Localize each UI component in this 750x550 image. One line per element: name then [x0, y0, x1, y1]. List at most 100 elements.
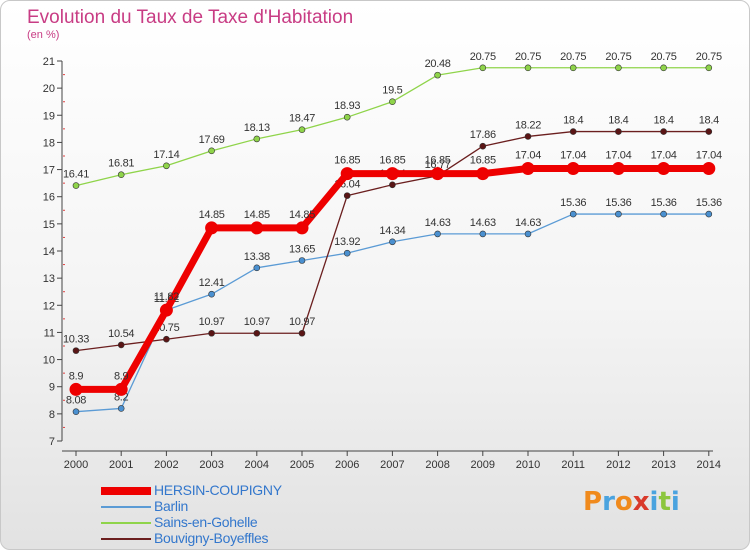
data-point-bouvigny-boyeffles [660, 128, 667, 135]
data-label-hersin-coupigny: 17.04 [515, 149, 541, 161]
data-label-hersin-coupigny: 14.85 [244, 209, 270, 221]
data-point-barlin [479, 230, 487, 238]
y-tick-label: 10 [43, 355, 55, 367]
data-label-sains-en-gohelle: 17.14 [153, 149, 179, 161]
chart-subtitle: (en %) [27, 29, 60, 41]
data-label-barlin: 13.92 [334, 236, 360, 248]
data-label-sains-en-gohelle: 18.93 [334, 100, 360, 112]
data-point-bouvigny-boyeffles [389, 181, 396, 189]
data-label-barlin: 14.63 [425, 217, 451, 229]
chart-title: Evolution du Taux de Taxe d'Habitation [27, 7, 354, 28]
data-point-sains-en-gohelle [298, 126, 306, 133]
data-label-sains-en-gohelle: 20.48 [425, 58, 451, 70]
x-tick-label: 2009 [471, 459, 495, 471]
legend-label-bouvigny-boyeffles: Bouvigny-Boyeffles [154, 530, 269, 546]
data-point-sains-en-gohelle [569, 64, 577, 72]
data-label-barlin: 15.36 [696, 197, 722, 209]
x-tick-label: 2012 [606, 459, 630, 471]
legend-label-sains-en-gohelle: Sains-en-Gohelle [154, 514, 258, 530]
logo-letter: x [632, 487, 650, 517]
data-point-hersin-coupigny [521, 161, 535, 175]
data-point-sains-en-gohelle [208, 147, 215, 155]
data-point-bouvigny-boyeffles [72, 347, 80, 354]
data-label-hersin-coupigny: 8.9 [114, 370, 129, 382]
data-label-hersin-coupigny: 16.85 [470, 155, 496, 167]
data-point-bouvigny-boyeffles [208, 329, 215, 337]
y-tick-label: 17 [43, 165, 55, 177]
data-point-hersin-coupigny [69, 382, 83, 396]
data-label-bouvigny-boyeffles: 10.97 [289, 316, 315, 328]
data-point-sains-en-gohelle [343, 113, 351, 121]
data-point-hersin-coupigny [250, 221, 264, 235]
data-point-bouvigny-boyeffles [253, 329, 261, 337]
data-label-hersin-coupigny: 16.85 [425, 155, 451, 167]
data-label-hersin-coupigny: 14.85 [199, 209, 225, 221]
x-tick-label: 2002 [154, 459, 178, 471]
data-label-barlin: 13.38 [244, 251, 270, 263]
data-point-barlin [253, 264, 261, 272]
data-label-hersin-coupigny: 17.04 [560, 149, 586, 161]
data-point-hersin-coupigny [340, 167, 354, 181]
data-point-hersin-coupigny [385, 167, 399, 181]
logo-letter: P [583, 487, 603, 517]
data-label-sains-en-gohelle: 20.75 [515, 51, 541, 63]
x-tick-label: 2013 [651, 459, 675, 471]
y-tick-label: 19 [43, 110, 55, 122]
data-label-bouvigny-boyeffles: 17.86 [470, 129, 496, 141]
data-point-sains-en-gohelle [479, 64, 487, 72]
data-label-bouvigny-boyeffles: 18.4 [699, 115, 719, 127]
data-label-bouvigny-boyeffles: 10.97 [244, 316, 270, 328]
data-label-hersin-coupigny: 16.85 [334, 155, 360, 167]
data-label-sains-en-gohelle: 20.75 [605, 51, 631, 63]
data-label-sains-en-gohelle: 20.75 [651, 51, 677, 63]
logo-letter: o [614, 487, 633, 517]
y-tick-label: 11 [44, 327, 55, 339]
data-point-sains-en-gohelle [389, 98, 396, 106]
data-point-hersin-coupigny [476, 167, 490, 181]
data-label-hersin-coupigny: 17.04 [651, 149, 677, 161]
data-point-hersin-coupigny [114, 382, 128, 396]
data-point-bouvigny-boyeffles [343, 192, 351, 199]
y-tick-label: 9 [49, 382, 55, 394]
data-point-sains-en-gohelle [72, 182, 80, 189]
data-point-barlin [434, 230, 441, 238]
data-label-hersin-coupigny: 17.04 [605, 149, 631, 161]
x-tick-label: 2006 [335, 459, 359, 471]
y-tick-label: 12 [43, 300, 55, 312]
data-point-barlin [524, 230, 532, 238]
data-point-barlin [705, 210, 713, 218]
data-point-barlin [208, 290, 215, 298]
data-label-barlin: 12.41 [199, 277, 225, 289]
y-tick-label: 20 [43, 83, 55, 95]
x-tick-label: 2005 [290, 459, 314, 471]
data-point-sains-en-gohelle [434, 71, 441, 79]
data-label-bouvigny-boyeffles: 18.4 [563, 115, 583, 127]
data-label-bouvigny-boyeffles: 16.77 [425, 159, 451, 171]
legend-swatch-hersin-coupigny [101, 487, 151, 495]
data-label-sains-en-gohelle: 16.81 [108, 158, 134, 170]
data-label-hersin-coupigny: 8.9 [69, 370, 84, 382]
data-point-barlin [569, 210, 577, 218]
logo-letter: i [649, 487, 659, 517]
legend-label-barlin: Barlin [154, 498, 188, 514]
data-label-bouvigny-boyeffles: 18.4 [608, 115, 628, 127]
data-point-bouvigny-boyeffles [524, 133, 532, 140]
proxiti-logo: Proxiti [583, 487, 680, 517]
data-point-sains-en-gohelle [524, 64, 532, 72]
data-label-barlin: 14.63 [470, 217, 496, 229]
logo-letter: r [602, 487, 615, 517]
logo-letter: i [670, 487, 680, 517]
data-point-barlin [389, 238, 396, 246]
data-label-barlin: 14.34 [379, 225, 405, 237]
data-label-sains-en-gohelle: 18.13 [244, 122, 270, 134]
data-point-hersin-coupigny [159, 303, 173, 317]
data-label-hersin-coupigny: 16.85 [379, 155, 405, 167]
data-label-hersin-coupigny: 14.85 [289, 209, 315, 221]
y-tick-label: 18 [43, 137, 55, 149]
data-label-sains-en-gohelle: 18.47 [289, 113, 315, 125]
data-point-bouvigny-boyeffles [615, 128, 622, 135]
y-tick-label: 21 [43, 56, 55, 68]
y-tick-label: 14 [43, 246, 55, 258]
data-label-sains-en-gohelle: 20.75 [696, 51, 722, 63]
